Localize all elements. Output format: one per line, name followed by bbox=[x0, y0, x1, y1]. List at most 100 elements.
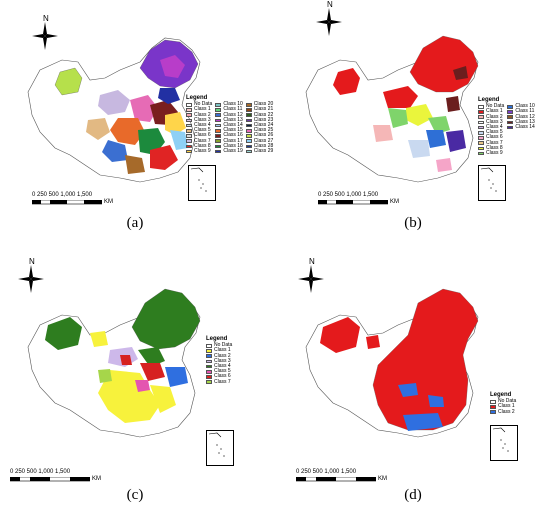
legend-swatch bbox=[186, 103, 192, 107]
legend-label: Class 20 bbox=[253, 101, 274, 108]
legend-item: Class 14 bbox=[215, 122, 243, 129]
legend-item: Class 5 bbox=[206, 369, 232, 374]
south-china-sea-inset-d bbox=[492, 427, 509, 452]
legend-label: Class 11 bbox=[223, 106, 243, 113]
legend-label: Class 4 bbox=[214, 363, 231, 370]
scale-labels-d: 0 250 500 1,000 1,500 bbox=[296, 469, 357, 475]
legend-swatch bbox=[478, 151, 484, 156]
south-china-sea-inset-b bbox=[480, 167, 497, 192]
legend-item: Class 16 bbox=[215, 133, 243, 138]
legend-swatch bbox=[478, 136, 484, 140]
legend-item: Class 25 bbox=[245, 128, 273, 133]
legend-swatch bbox=[245, 108, 252, 112]
map-c bbox=[27, 288, 201, 438]
south-china-sea-inset-c bbox=[208, 432, 225, 457]
legend-item: Class 7 bbox=[206, 379, 232, 385]
legend-column: Class 10 Class 11 Class 12 Class 13 Class 14… bbox=[215, 101, 243, 154]
legend-d: Legend No Data Class 1 Class 2 bbox=[490, 392, 516, 415]
legend-swatch bbox=[186, 144, 192, 149]
scale-unit-c: KM bbox=[92, 476, 101, 482]
scale-graphic-c bbox=[10, 477, 90, 482]
legend-swatch bbox=[245, 118, 252, 123]
legend-item: Class 7 bbox=[186, 138, 212, 144]
legend-item: Class 7 bbox=[478, 140, 504, 146]
legend-item: No Data bbox=[206, 342, 233, 349]
legend-label: Class 12 bbox=[223, 111, 243, 118]
legend-swatch bbox=[215, 134, 222, 138]
legend-item: Class 24 bbox=[245, 122, 274, 129]
panel-label-a: (a) bbox=[126, 215, 144, 231]
compass-icon-a bbox=[32, 22, 58, 50]
scale-labels-c: 0 250 500 1,000 1,500 bbox=[10, 469, 71, 475]
legend-label: Class 23 bbox=[253, 116, 274, 123]
legend-c: Legend No Data Class 1 Class 2 Class 3 Class… bbox=[206, 336, 233, 385]
legend-label: No Data bbox=[194, 101, 213, 108]
region-fills-c bbox=[45, 288, 201, 423]
legend-label: Class 14 bbox=[223, 122, 243, 129]
map-panel-b: N Legend No Data Class 1 Class 2 Class 3 Cla… bbox=[278, 0, 548, 250]
scale-labels-b: 0 250 500 1,000 1,500 bbox=[318, 192, 379, 198]
legend-label: Class 24 bbox=[253, 122, 274, 129]
legend-label: Class 17 bbox=[223, 137, 243, 144]
map-b bbox=[305, 35, 479, 183]
legend-swatch bbox=[245, 129, 252, 133]
legend-swatch bbox=[215, 139, 222, 144]
legend-swatch bbox=[206, 375, 212, 379]
legend-swatch bbox=[186, 113, 192, 117]
legend-swatch bbox=[186, 134, 192, 138]
legend-label: No Data bbox=[486, 103, 505, 110]
legend-item: Class 2 bbox=[206, 353, 232, 359]
legend-swatch bbox=[206, 349, 212, 353]
legend-label: Class 2 bbox=[498, 408, 515, 415]
legend-column: No Data Class 1 Class 2 bbox=[490, 398, 516, 415]
legend-item: Class 3 bbox=[186, 117, 212, 123]
legend-swatch bbox=[186, 129, 192, 133]
legend-item: Class 4 bbox=[206, 363, 232, 370]
scale-graphic-a bbox=[32, 200, 102, 205]
legend-item: Class 3 bbox=[478, 118, 504, 125]
legend-label: No Data bbox=[214, 342, 233, 349]
legend-label: Class 11 bbox=[515, 108, 535, 115]
legend-item: Class 20 bbox=[245, 101, 274, 108]
legend-label: Class 14 bbox=[515, 124, 535, 131]
legend-swatch bbox=[186, 118, 192, 123]
legend-swatch bbox=[478, 131, 484, 135]
legend-swatch bbox=[507, 115, 514, 119]
legend-item: Class 1 bbox=[186, 107, 212, 112]
scale-unit-a: KM bbox=[104, 199, 113, 205]
legend-label: Class 15 bbox=[223, 127, 243, 134]
legend-swatch bbox=[215, 113, 222, 117]
legend-item: Class 10 bbox=[215, 101, 243, 108]
legend-item: Class 14 bbox=[507, 124, 535, 131]
legend-label: Class 4 bbox=[194, 122, 211, 129]
legend-label: Class 6 bbox=[194, 132, 211, 139]
legend-swatch bbox=[245, 144, 252, 149]
legend-item: Class 9 bbox=[186, 148, 212, 154]
legend-label: Class 6 bbox=[214, 373, 231, 380]
scale-unit-b: KM bbox=[390, 199, 399, 205]
legend-swatch bbox=[478, 105, 484, 109]
compass-icon-b bbox=[316, 8, 342, 36]
legend-item: Class 18 bbox=[215, 142, 243, 149]
legend-column: No Data Class 1 Class 2 Class 3 Class 4 Class… bbox=[206, 342, 233, 385]
legend-item: Class 9 bbox=[478, 150, 504, 156]
legend-title-d: Legend bbox=[490, 392, 512, 398]
legend-label: Class 8 bbox=[486, 144, 503, 151]
legend-item: Class 5 bbox=[186, 128, 212, 133]
map-panel-c: N Legend No Data Class 1 Class 2 Class 3 Cla… bbox=[0, 255, 270, 505]
legend-label: Class 10 bbox=[223, 101, 243, 108]
legend-item: Class 11 bbox=[215, 107, 242, 112]
legend-label: Class 13 bbox=[515, 118, 535, 125]
north-letter-c: N bbox=[29, 257, 35, 266]
legend-column: Class 10 Class 11 Class 12 Class 13 Class 14 bbox=[507, 103, 535, 156]
legend-label: Class 5 bbox=[194, 127, 211, 134]
legend-item: No Data bbox=[186, 101, 213, 108]
legend-swatch bbox=[215, 129, 222, 133]
legend-item: Class 13 bbox=[507, 118, 535, 125]
legend-label: Class 3 bbox=[486, 118, 503, 125]
legend-item: Class 5 bbox=[478, 130, 504, 135]
legend-swatch bbox=[215, 144, 222, 149]
legend-label: Class 18 bbox=[223, 142, 243, 149]
north-letter-b: N bbox=[327, 0, 333, 9]
legend-swatch bbox=[478, 141, 484, 146]
